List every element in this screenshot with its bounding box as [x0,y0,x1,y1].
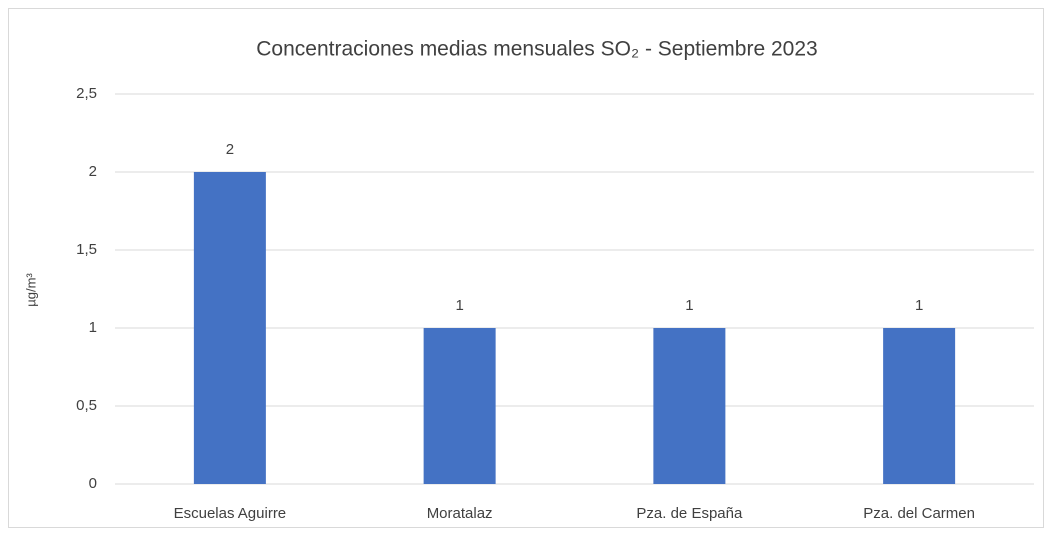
bar [193,172,266,484]
data-label: 1 [685,297,693,314]
y-tick-label: 2 [89,163,97,180]
x-tick-label: Pza. de España [636,505,743,522]
bar [653,328,726,484]
x-tick-label: Escuelas Aguirre [174,505,287,522]
y-tick-label: 2,5 [76,85,97,102]
x-tick-label: Pza. del Carmen [863,505,975,522]
chart-title: Concentraciones medias mensuales SO₂ - S… [256,38,817,61]
chart-border [8,8,1044,528]
y-tick-label: 1 [89,319,97,336]
y-tick-label: 1,5 [76,241,97,258]
bar [883,328,956,484]
y-tick-label: 0,5 [76,397,97,414]
bar [423,328,496,484]
data-label: 2 [226,141,234,158]
y-tick-label: 0 [89,475,97,492]
data-label: 1 [915,297,923,314]
y-axis-label: µg/m³ [23,273,38,307]
x-tick-label: Moratalaz [427,505,493,522]
data-label: 1 [455,297,463,314]
